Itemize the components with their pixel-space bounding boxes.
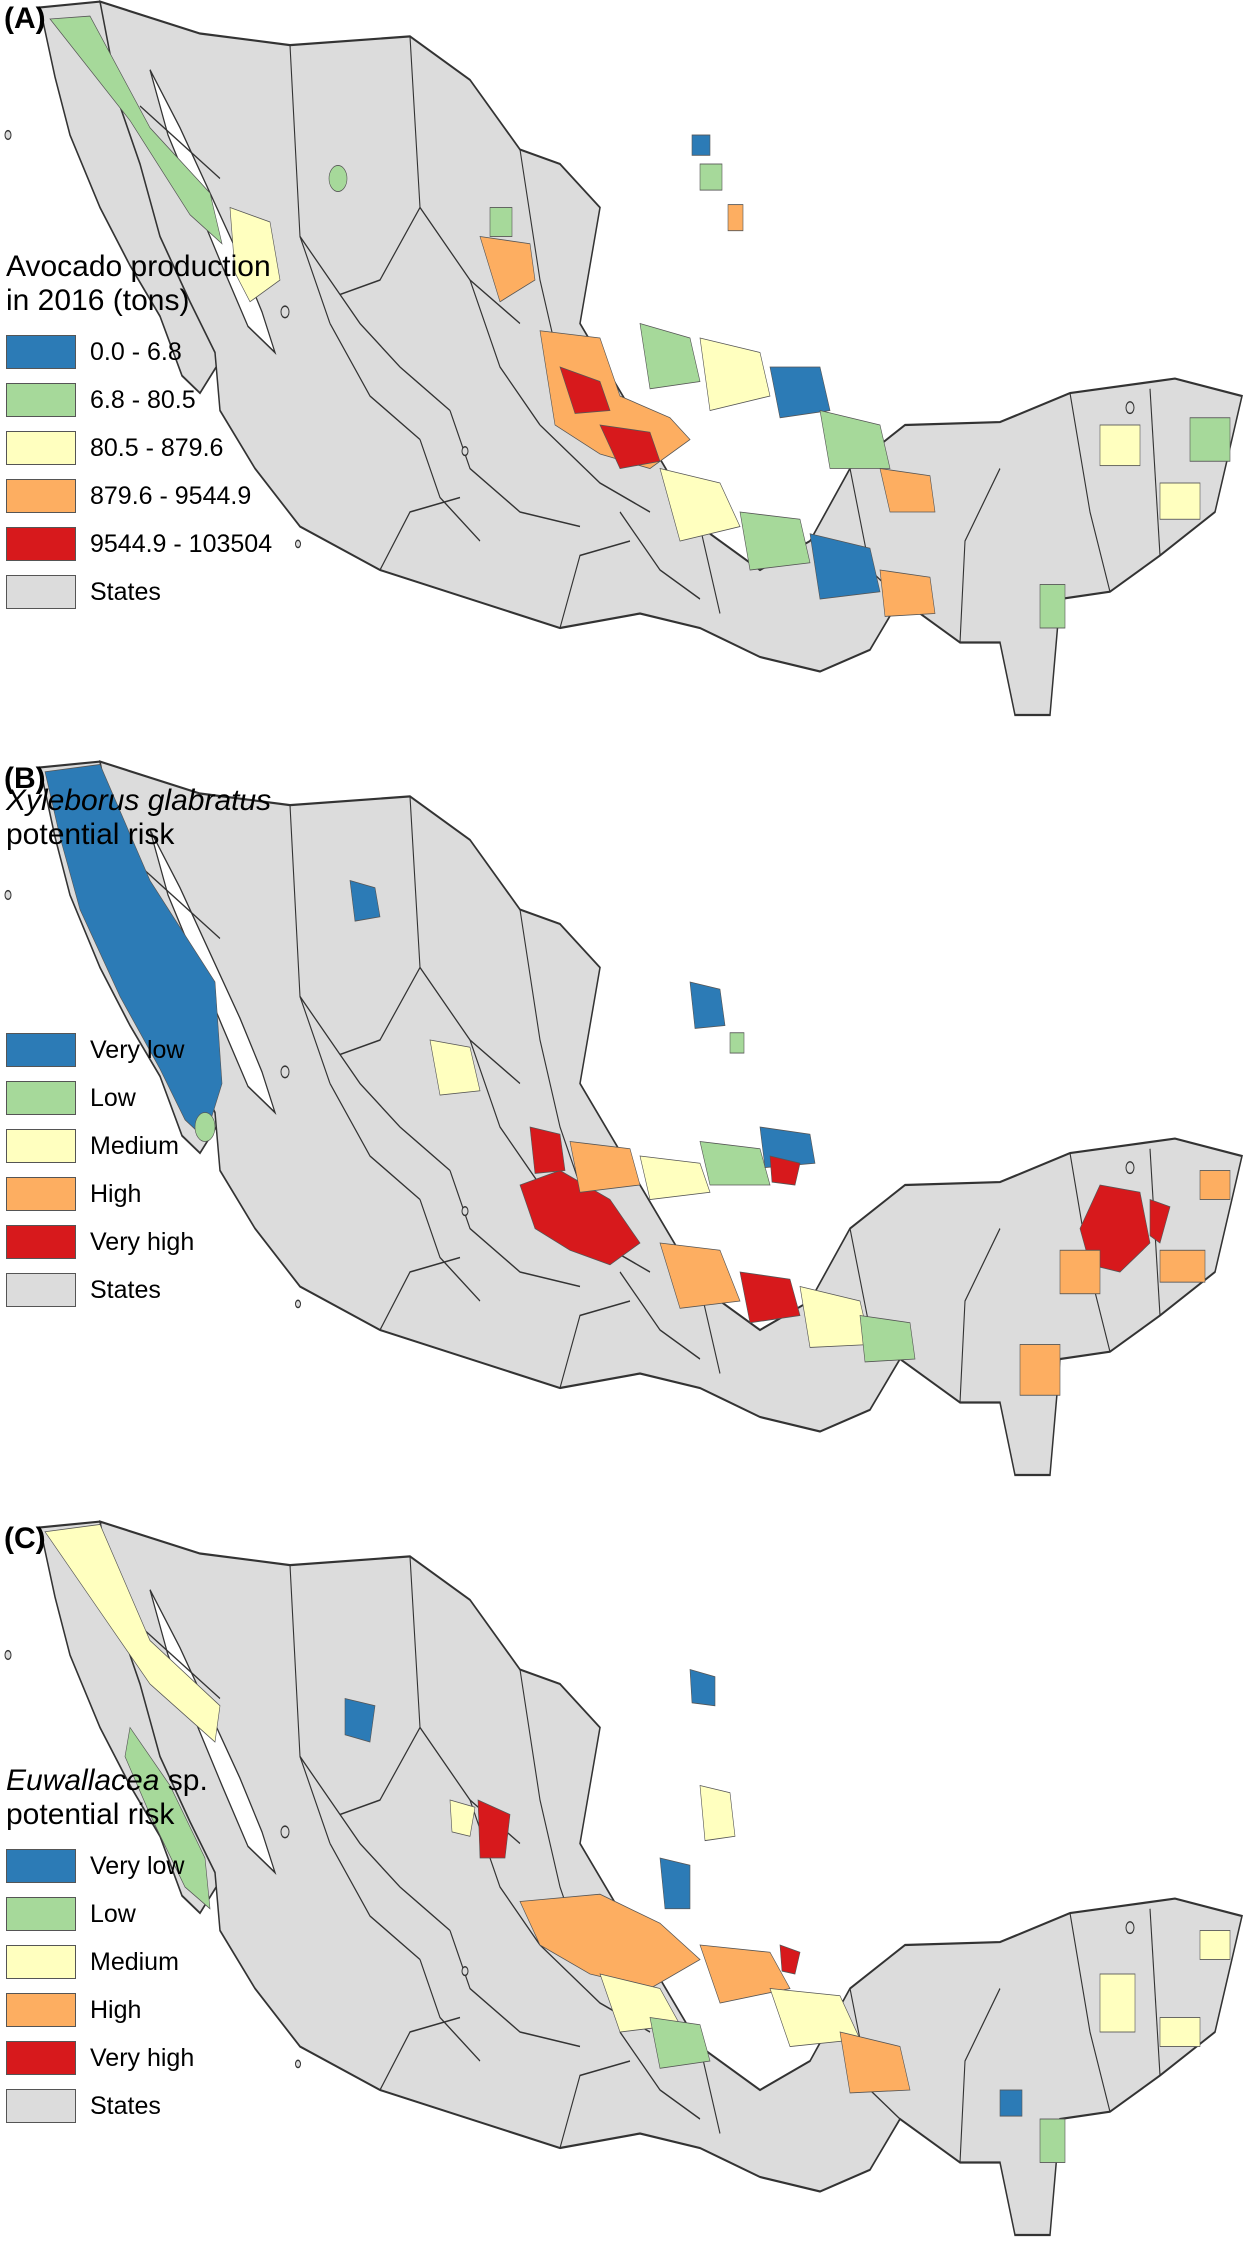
legend-rows: 0.0 - 6.8 6.8 - 80.5 80.5 - 879.6 879.6 - 9…: [6, 328, 272, 616]
legend-swatch: [6, 1993, 76, 2027]
panel-c: (C) Euwallacea sp. potential risk Very l…: [0, 1520, 1250, 2266]
legend-label: 9544.9 - 103504: [90, 529, 273, 558]
legend-item: Low: [6, 1074, 194, 1122]
legend-swatch: [6, 335, 76, 369]
legend-item: High: [6, 1170, 194, 1218]
legend-label: 80.5 - 879.6: [90, 433, 224, 462]
legend-swatch: [6, 1129, 76, 1163]
legend-title: Euwallacea sp. potential risk: [6, 1764, 208, 1831]
legend-label: Very high: [90, 1227, 195, 1256]
legend-swatch: [6, 431, 76, 465]
legend-item: Very high: [6, 1218, 194, 1266]
legend-item: 6.8 - 80.5: [6, 376, 272, 424]
legend-item: States: [6, 1266, 194, 1314]
legend-label: States: [90, 577, 161, 606]
map-c: [3, 1520, 1244, 2237]
legend-title: Xyleborus glabratus potential risk: [6, 784, 272, 851]
legend: Euwallacea sp. potential risk Very low Lo…: [6, 1764, 208, 2130]
legend-label: High: [90, 1995, 142, 2024]
legend-swatch: [6, 1081, 76, 1115]
panel-a: (A) Avocado production in 2016 (tons) 0.…: [0, 0, 1250, 746]
legend-swatch: [6, 1033, 76, 1067]
legend-swatch: [6, 1945, 76, 1979]
legend-title: Avocado production in 2016 (tons): [6, 250, 271, 317]
legend-label: 879.6 - 9544.9: [90, 481, 252, 510]
legend-swatch: [6, 1273, 76, 1307]
legend-label: Medium: [90, 1947, 179, 1976]
legend: Avocado production in 2016 (tons) 0.0 - …: [6, 250, 272, 616]
panel-b: (B) Xyleborus glabratus potential risk V…: [0, 760, 1250, 1506]
legend-item: Very low: [6, 1842, 208, 1890]
panel-label: (A): [4, 2, 46, 35]
legend-item: 0.0 - 6.8: [6, 328, 272, 376]
legend-item: 879.6 - 9544.9: [6, 472, 272, 520]
legend-item: Very low: [6, 1026, 194, 1074]
legend-swatch: [6, 575, 76, 609]
legend-label: Very high: [90, 2043, 195, 2072]
legend-rows: Very low Low Medium High Very high States: [6, 1026, 194, 1314]
legend-label: Low: [90, 1083, 136, 1112]
legend-label: 0.0 - 6.8: [90, 337, 182, 366]
legend-b: Very low Low Medium High Very high States: [6, 1026, 194, 1314]
panel-label: (B): [4, 762, 46, 795]
legend-item: States: [6, 568, 272, 616]
legend-swatch: [6, 1225, 76, 1259]
map-b: [3, 760, 1244, 1477]
legend-label: States: [90, 2091, 161, 2120]
legend-label: Very low: [90, 1851, 185, 1880]
legend-item: 9544.9 - 103504: [6, 520, 272, 568]
legend-label: 6.8 - 80.5: [90, 385, 196, 414]
legend-swatch: [6, 1897, 76, 1931]
legend-item: 80.5 - 879.6: [6, 424, 272, 472]
legend-label: Medium: [90, 1131, 179, 1160]
legend-swatch: [6, 2041, 76, 2075]
legend-item: Medium: [6, 1122, 194, 1170]
legend-swatch: [6, 1849, 76, 1883]
legend: Xyleborus glabratus potential risk: [6, 784, 271, 862]
map-a: [3, 0, 1244, 717]
panel-label: (C): [4, 1522, 46, 1555]
legend-item: High: [6, 1986, 208, 2034]
legend-label: States: [90, 1275, 161, 1304]
legend-item: States: [6, 2082, 208, 2130]
legend-item: Low: [6, 1890, 208, 1938]
legend-swatch: [6, 527, 76, 561]
legend-rows: Very low Low Medium High Very high States: [6, 1842, 208, 2130]
legend-label: High: [90, 1179, 142, 1208]
legend-swatch: [6, 1177, 76, 1211]
legend-label: Very low: [90, 1035, 185, 1064]
legend-swatch: [6, 2089, 76, 2123]
legend-swatch: [6, 383, 76, 417]
legend-item: Very high: [6, 2034, 208, 2082]
legend-swatch: [6, 479, 76, 513]
legend-item: Medium: [6, 1938, 208, 1986]
legend-label: Low: [90, 1899, 136, 1928]
